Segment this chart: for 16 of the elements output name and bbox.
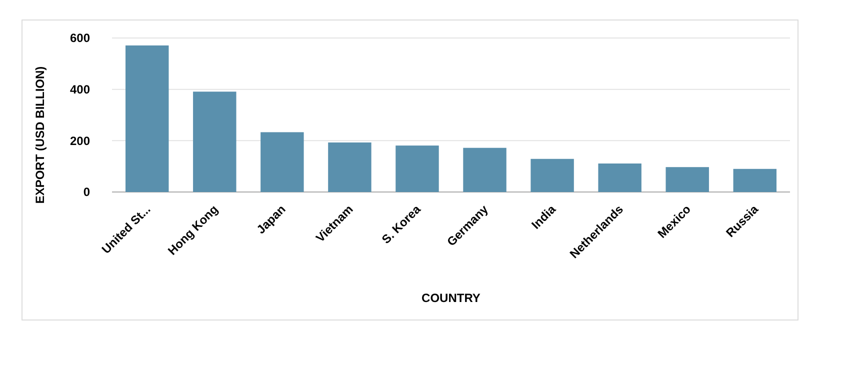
y-axis-title: EXPORT (USD BILLION) — [33, 66, 47, 204]
bar — [126, 45, 169, 192]
y-tick-label: 0 — [83, 185, 90, 200]
y-tick-label: 200 — [70, 134, 90, 148]
bar — [193, 92, 236, 192]
bar — [598, 164, 642, 192]
x-axis-title: COUNTRY — [422, 291, 480, 305]
y-tick-label: 600 — [70, 31, 90, 46]
bar — [328, 142, 372, 192]
bar — [396, 146, 439, 192]
y-tick-label: 400 — [70, 82, 90, 97]
bar — [530, 158, 574, 192]
bar — [666, 167, 709, 192]
bar — [733, 168, 776, 192]
bar — [463, 148, 506, 192]
bar — [260, 132, 304, 192]
